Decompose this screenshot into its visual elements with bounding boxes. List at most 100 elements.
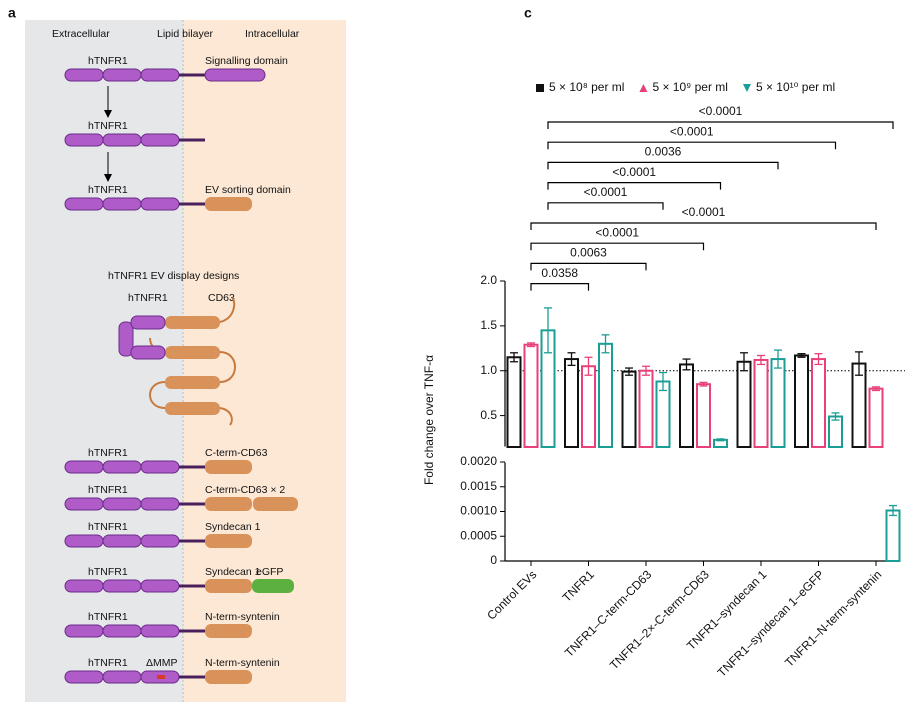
legend-marker [639,84,648,92]
y-tick-label: 0.5 [480,408,497,422]
protein-label: hTNFR1 [88,657,128,669]
protein-label: hTNFR1 [88,566,128,578]
bar [655,380,671,448]
domain-label: N-term-syntenin [205,611,280,623]
receptor-domain [140,497,180,511]
legend-marker [536,84,544,92]
bar [868,387,884,449]
protein-label: hTNFR1 [88,55,128,67]
p-value-label: <0.0001 [612,165,656,179]
significance-bracket [547,202,664,210]
design-label: CD63 [208,292,235,304]
bar [523,343,539,448]
receptor-domain [102,68,142,82]
bar [770,358,786,448]
p-value-label: <0.0001 [699,104,743,118]
bar [828,415,843,448]
bar [794,354,809,448]
protein-label: hTNFR1 [88,120,128,132]
bar [564,358,579,448]
domain-label: EV sorting domain [205,184,291,196]
p-value-label: <0.0001 [584,185,628,199]
significance-bracket [530,283,590,291]
receptor-domain [64,670,104,684]
receptor-domain [64,197,104,211]
bar [598,342,613,449]
p-value-label: <0.0001 [670,124,714,138]
region-label: Intracellular [245,28,300,40]
significance-bracket [547,182,722,190]
bar [679,363,694,448]
y-tick-label: 1.0 [480,363,497,377]
bar [753,358,769,448]
receptor-domain [102,133,142,147]
bar [736,360,752,448]
protein-label: hTNFR1 [88,447,128,459]
bar [885,509,901,563]
region-label: Lipid bilayer [157,28,214,40]
receptor-domain [140,460,180,474]
receptor-domain [140,197,180,211]
legend-marker [742,84,751,92]
sorting-domain [205,670,252,684]
bar [851,362,867,449]
receptor-domain [64,460,104,474]
legend-label: 5 × 10⁹ per ml [652,80,728,94]
receptor-domain [102,579,142,593]
receptor-domain [140,133,180,147]
bar [811,358,826,448]
mutation-label: ΔMMP [146,657,178,669]
p-value-label: 0.0063 [570,246,607,260]
receptor-domain [102,670,142,684]
design-title: hTNFR1 EV display designs [108,270,239,282]
egfp-domain [252,579,294,593]
receptor-domain [64,497,104,511]
receptor-domain [102,624,142,638]
sorting-domain [205,624,252,638]
protein-label: hTNFR1 [88,611,128,623]
sorting-domain [253,497,298,511]
receptor-domain [140,534,180,548]
sorting-domain [205,197,252,211]
domain-label: Signalling domain [205,55,288,67]
intracellular-region [183,20,346,702]
protein-label: hTNFR1 [88,521,128,533]
p-value-label: <0.0001 [595,225,639,239]
bar [696,383,711,448]
significance-bracket [530,242,705,251]
receptor-domain [64,579,104,593]
y-tick-label: 0 [490,553,497,567]
x-tick-label: TNFR1–syndecan 1–eGFP [715,567,827,679]
receptor-domain [64,68,104,82]
sorting-domain [205,579,252,593]
receptor-domain [140,624,180,638]
receptor-domain [64,534,104,548]
significance-bracket [530,262,647,271]
panel-label: c [524,5,532,21]
x-tick-label: TNFR1–N-term-syntenin [782,567,884,669]
y-tick-label: 0.0005 [460,528,497,542]
panel-label: a [8,5,16,21]
receptor-domain [140,68,180,82]
y-tick-label: 0.0015 [460,479,497,493]
y-tick-label: 1.5 [480,318,497,332]
cd63-illustration [118,297,236,426]
x-tick-label: TNFR1–2×-C-term-CD63 [607,567,712,672]
bar [581,365,596,449]
x-tick-label: TNFR1 [560,567,597,604]
egfp-label: eGFP [256,566,283,578]
sorting-domain [205,460,252,474]
protein-label: hTNFR1 [88,184,128,196]
p-value-label: 0.0036 [645,145,682,159]
y-tick-label: 2.0 [480,273,497,287]
y-tick-label: 0.0020 [460,454,497,468]
sorting-domain [205,497,252,511]
domain-label: N-term-syntenin [205,657,280,669]
signalling-domain [204,68,266,82]
receptor-domain [64,624,104,638]
significance-bracket [530,222,877,230]
arrows [104,86,112,182]
domain-label: Syndecan 1 [205,521,261,533]
receptor-domain [102,460,142,474]
